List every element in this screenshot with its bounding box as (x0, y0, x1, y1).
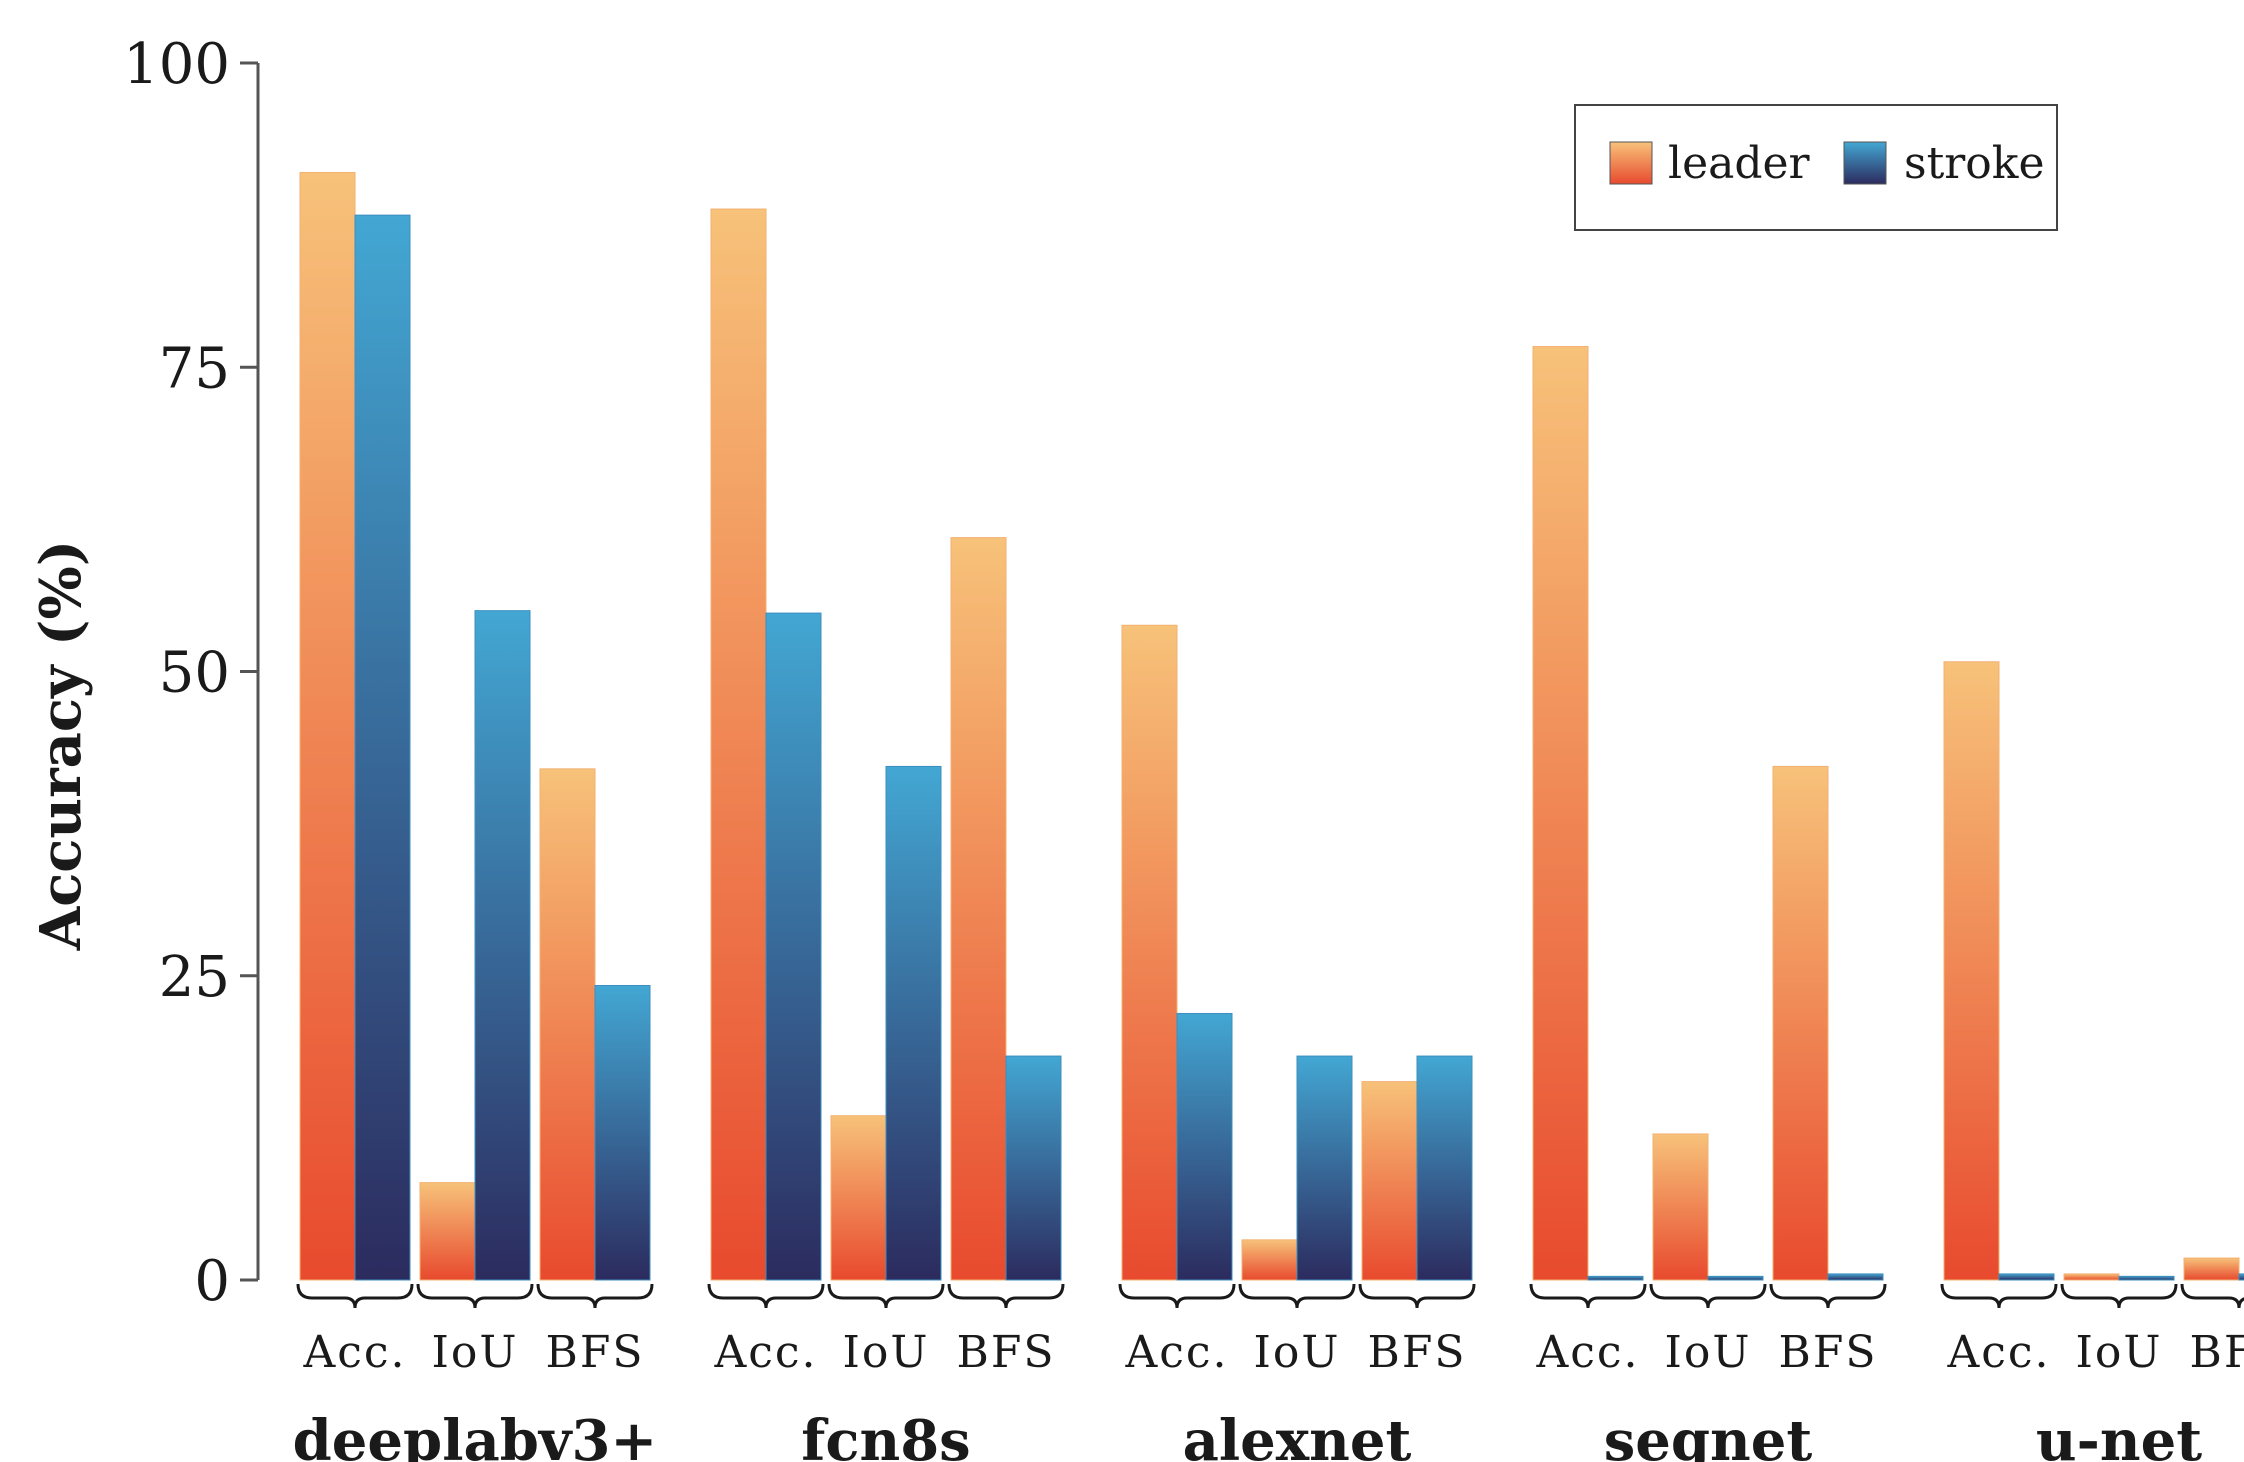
model-label-segnet: segnet (1604, 1408, 1813, 1462)
bar-stroke-u-net-Acc (1998, 1273, 2055, 1281)
metric-brace (947, 1283, 1065, 1309)
metric-brace (1118, 1283, 1236, 1309)
metric-brace (1529, 1283, 1647, 1309)
metric-brace (827, 1283, 945, 1309)
bar-stroke-alexnet-BFS (1416, 1055, 1473, 1281)
bar-leader-u-net-BFS (2183, 1257, 2240, 1281)
y-axis: 0 25 50 75 100 (123, 32, 260, 1314)
bar-leader-u-net-IoU (2063, 1273, 2120, 1281)
metric-label: BFS (545, 1327, 644, 1378)
y-tick-label: 75 (159, 336, 230, 401)
metric-label: Acc. (302, 1327, 406, 1378)
metric-braces (296, 1283, 2244, 1309)
metric-label: Acc. (1535, 1327, 1639, 1378)
bar-stroke-alexnet-IoU (1296, 1055, 1353, 1281)
bar-leader-segnet-IoU (1652, 1133, 1709, 1281)
bar-stroke-deeplabv3+-IoU (474, 610, 531, 1281)
bar-leader-u-net-Acc (1943, 661, 2000, 1281)
metric-brace (2060, 1283, 2178, 1309)
metric-label: IoU (2076, 1327, 2163, 1378)
metric-label: BFS (1367, 1327, 1466, 1378)
bar-stroke-deeplabv3+-Acc (354, 214, 411, 1281)
metric-brace (707, 1283, 825, 1309)
metric-brace (1358, 1283, 1476, 1309)
bar-leader-fcn8s-IoU (830, 1115, 887, 1281)
bar-leader-alexnet-Acc (1121, 624, 1178, 1281)
bar-stroke-segnet-BFS (1827, 1273, 1884, 1281)
model-label-deeplabv3+: deeplabv3+ (293, 1408, 658, 1462)
bar-stroke-fcn8s-BFS (1005, 1055, 1062, 1281)
metric-brace (416, 1283, 534, 1309)
legend-label-stroke: stroke (1904, 138, 2045, 189)
y-tick-label: 50 (159, 641, 230, 706)
bar-stroke-u-net-IoU (2118, 1275, 2175, 1281)
legend-box (1574, 104, 2058, 231)
bar-stroke-fcn8s-IoU (885, 765, 942, 1281)
metric-brace (1649, 1283, 1767, 1309)
metric-label: BFS (2189, 1327, 2244, 1378)
metric-brace (2180, 1283, 2244, 1309)
metric-label: BFS (956, 1327, 1055, 1378)
legend-swatch-stroke (1843, 141, 1887, 185)
bar-leader-fcn8s-Acc (710, 208, 767, 1281)
bar-leader-deeplabv3+-IoU (419, 1182, 476, 1281)
y-tick-label: 100 (123, 32, 230, 97)
y-tick-label: 25 (159, 945, 230, 1010)
bar-leader-segnet-BFS (1772, 765, 1829, 1281)
model-label-u-net: u-net (2036, 1408, 2202, 1462)
metric-labels: Acc. IoU BFS Acc. IoU BFS Acc. IoU BFS Acc. IoU BFS… (302, 1327, 2244, 1378)
metric-label: Acc. (1946, 1327, 2050, 1378)
model-label-fcn8s: fcn8s (801, 1408, 970, 1462)
metric-brace (296, 1283, 414, 1309)
legend-swatch-leader (1609, 141, 1653, 185)
metric-brace (1940, 1283, 2058, 1309)
bar-stroke-segnet-IoU (1707, 1275, 1764, 1281)
bar-stroke-deeplabv3+-BFS (594, 984, 651, 1281)
metric-label: IoU (1254, 1327, 1341, 1378)
bar-leader-alexnet-IoU (1241, 1239, 1298, 1281)
legend-label-leader: leader (1668, 138, 1811, 189)
y-axis-title: Accuracy (%) (28, 540, 94, 951)
bars (299, 172, 2244, 1281)
bar-stroke-fcn8s-Acc (765, 612, 822, 1281)
metric-label: IoU (432, 1327, 519, 1378)
bar-leader-alexnet-BFS (1361, 1081, 1418, 1281)
metric-label: Acc. (1124, 1327, 1228, 1378)
bar-stroke-segnet-Acc (1587, 1275, 1644, 1281)
metric-label: Acc. (713, 1327, 817, 1378)
bar-leader-segnet-Acc (1532, 346, 1589, 1281)
y-tick-label: 0 (194, 1249, 230, 1314)
model-labels: deeplabv3+ fcn8s alexnet segnet u-net (293, 1408, 2203, 1462)
metric-label: IoU (1665, 1327, 1752, 1378)
bar-stroke-u-net-BFS (2238, 1273, 2244, 1281)
metric-brace (536, 1283, 654, 1309)
bar-leader-deeplabv3+-Acc (299, 172, 356, 1281)
metric-label: BFS (1778, 1327, 1877, 1378)
bar-stroke-alexnet-Acc (1176, 1012, 1233, 1281)
metric-brace (1769, 1283, 1887, 1309)
bar-leader-deeplabv3+-BFS (539, 768, 596, 1281)
metric-label: IoU (843, 1327, 930, 1378)
bar-leader-fcn8s-BFS (950, 537, 1007, 1281)
model-label-alexnet: alexnet (1183, 1408, 1412, 1462)
metric-brace (1238, 1283, 1356, 1309)
legend: leader stroke (1574, 104, 2058, 231)
